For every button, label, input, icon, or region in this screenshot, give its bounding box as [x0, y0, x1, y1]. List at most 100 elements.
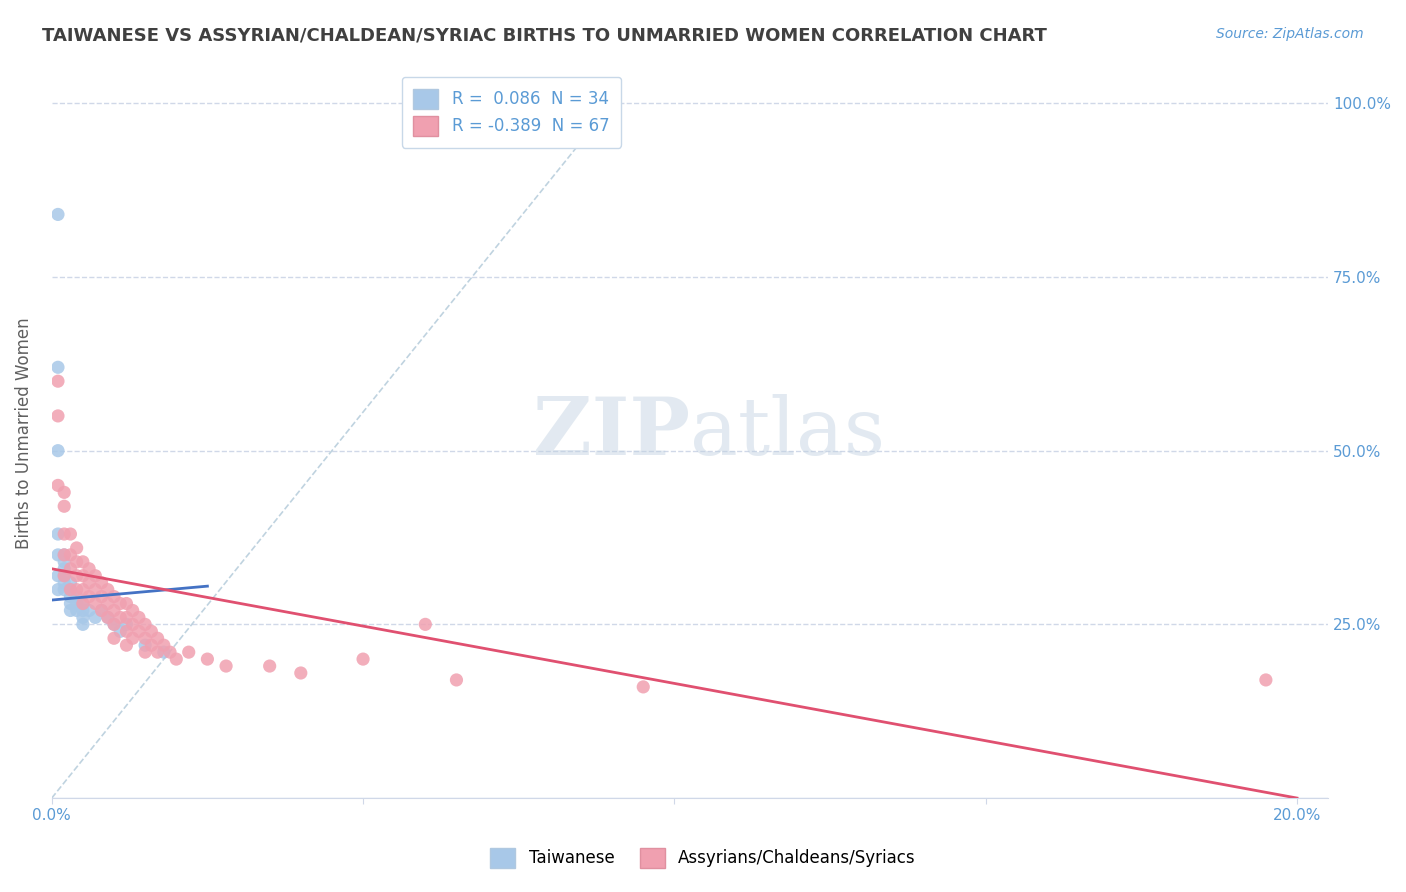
Point: [59, 575, 82, 590]
Point: [59, 582, 82, 597]
Point: [53, 562, 76, 576]
Point: [134, 645, 156, 659]
Point: [66, 597, 89, 611]
Point: [115, 617, 138, 632]
Point: [110, 597, 132, 611]
Point: [110, 610, 132, 624]
Point: [72, 610, 94, 624]
Point: [46, 443, 69, 458]
Text: TAIWANESE VS ASSYRIAN/CHALDEAN/SYRIAC BIRTHS TO UNMARRIED WOMEN CORRELATION CHAR: TAIWANESE VS ASSYRIAN/CHALDEAN/SYRIAC BI…: [42, 27, 1047, 45]
Point: [84, 568, 107, 582]
Point: [90, 590, 112, 604]
Point: [141, 638, 163, 652]
Point: [77, 575, 100, 590]
Point: [66, 541, 89, 555]
Point: [77, 562, 100, 576]
Point: [110, 624, 132, 639]
Text: atlas: atlas: [690, 394, 884, 472]
Point: [72, 568, 94, 582]
Point: [97, 582, 120, 597]
Point: [103, 617, 125, 632]
Point: [72, 582, 94, 597]
Point: [59, 597, 82, 611]
Point: [141, 624, 163, 639]
Point: [53, 500, 76, 514]
Point: [53, 568, 76, 582]
Y-axis label: Births to Unmarried Women: Births to Unmarried Women: [15, 318, 32, 549]
Point: [46, 568, 69, 582]
Point: [66, 590, 89, 604]
Point: [115, 610, 138, 624]
Point: [84, 597, 107, 611]
Point: [46, 582, 69, 597]
Point: [72, 597, 94, 611]
Point: [77, 603, 100, 617]
Point: [103, 590, 125, 604]
Point: [134, 632, 156, 646]
Point: [197, 652, 219, 666]
Point: [66, 568, 89, 582]
Point: [59, 548, 82, 562]
Point: [53, 575, 76, 590]
Point: [103, 632, 125, 646]
Point: [415, 617, 437, 632]
Point: [46, 374, 69, 388]
Point: [66, 603, 89, 617]
Point: [53, 527, 76, 541]
Point: [165, 652, 187, 666]
Point: [72, 603, 94, 617]
Point: [59, 527, 82, 541]
Point: [59, 562, 82, 576]
Text: Source: ZipAtlas.com: Source: ZipAtlas.com: [1216, 27, 1364, 41]
Point: [53, 485, 76, 500]
Point: [66, 555, 89, 569]
Point: [1254, 673, 1277, 687]
Point: [53, 582, 76, 597]
Point: [90, 603, 112, 617]
Point: [59, 582, 82, 597]
Point: [121, 603, 143, 617]
Point: [259, 659, 281, 673]
Point: [77, 590, 100, 604]
Legend: R =  0.086  N = 34, R = -0.389  N = 67: R = 0.086 N = 34, R = -0.389 N = 67: [402, 77, 621, 147]
Point: [97, 610, 120, 624]
Point: [215, 659, 238, 673]
Point: [153, 638, 176, 652]
Point: [121, 632, 143, 646]
Point: [97, 610, 120, 624]
Point: [97, 597, 120, 611]
Legend: Taiwanese, Assyrians/Chaldeans/Syriacs: Taiwanese, Assyrians/Chaldeans/Syriacs: [484, 841, 922, 875]
Point: [159, 645, 181, 659]
Point: [53, 548, 76, 562]
Point: [53, 548, 76, 562]
Point: [290, 665, 312, 680]
Point: [90, 603, 112, 617]
Point: [134, 617, 156, 632]
Point: [46, 360, 69, 375]
Point: [103, 617, 125, 632]
Point: [115, 638, 138, 652]
Point: [121, 617, 143, 632]
Point: [115, 597, 138, 611]
Point: [53, 568, 76, 582]
Point: [84, 582, 107, 597]
Point: [59, 603, 82, 617]
Point: [72, 555, 94, 569]
Point: [177, 645, 200, 659]
Point: [46, 527, 69, 541]
Point: [446, 673, 468, 687]
Point: [128, 624, 150, 639]
Point: [115, 624, 138, 639]
Point: [90, 575, 112, 590]
Point: [128, 610, 150, 624]
Point: [134, 638, 156, 652]
Text: ZIP: ZIP: [533, 394, 690, 472]
Point: [46, 409, 69, 423]
Point: [72, 597, 94, 611]
Point: [66, 582, 89, 597]
Point: [84, 610, 107, 624]
Point: [46, 478, 69, 492]
Point: [103, 603, 125, 617]
Point: [46, 548, 69, 562]
Point: [146, 645, 169, 659]
